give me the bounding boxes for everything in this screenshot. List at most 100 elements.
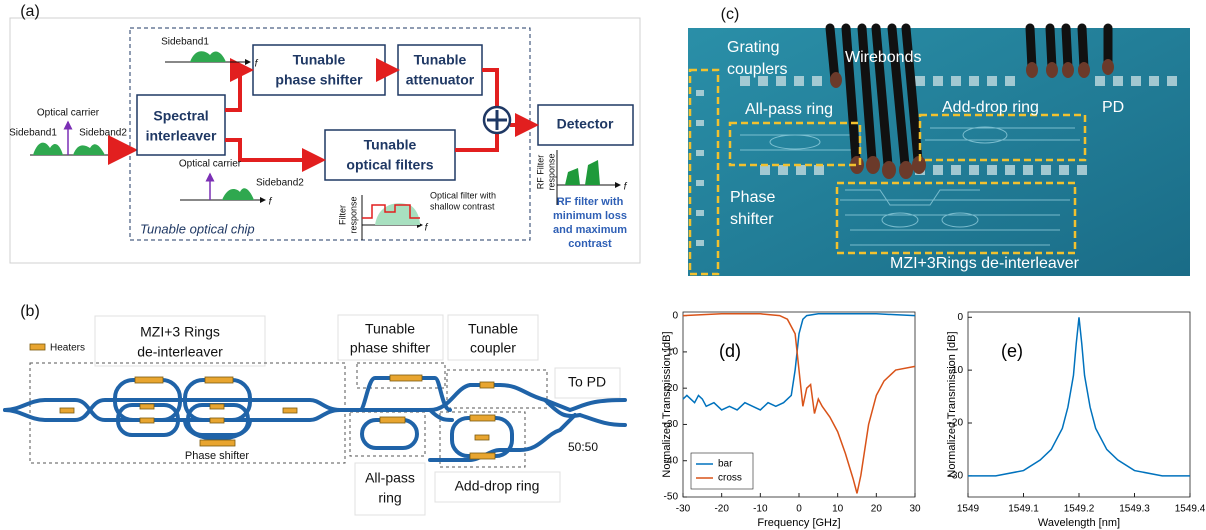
label: PD xyxy=(1102,99,1124,116)
panel-b-g-path xyxy=(183,418,252,441)
panel-c-photo-g-path xyxy=(857,23,877,165)
panel-a xyxy=(9,17,641,264)
legend-label: bar xyxy=(718,459,733,470)
x-tick-label: 30 xyxy=(909,504,921,515)
x-tick-label: 1549 xyxy=(957,504,980,515)
panel-c-photo-g-rect xyxy=(918,113,1087,162)
block-label: Detector xyxy=(557,116,614,132)
label: All-pass ring xyxy=(745,101,833,118)
x-tick-label: -10 xyxy=(753,504,768,515)
panel-c-photo-g-path xyxy=(825,23,840,85)
block-label: attenuator xyxy=(406,72,475,88)
panel-c-photo-g-rect xyxy=(776,76,786,86)
panel-b-g-path xyxy=(428,408,454,422)
panel-b-g-rect xyxy=(439,411,526,468)
panel-c-photo-g xyxy=(830,59,1114,179)
panel-c-photo-g-ellipse xyxy=(882,161,896,179)
x-tick-label: -30 xyxy=(676,504,691,515)
axis-label: f xyxy=(624,182,628,193)
panel-b-g-rect xyxy=(434,471,561,503)
panel-c-photo-g-ellipse xyxy=(1026,62,1038,78)
y-tick-label: -10 xyxy=(949,365,964,376)
panel-b-g-rect xyxy=(479,381,495,389)
block-label: phase shifter xyxy=(275,72,363,88)
panel-c-photo-g-rect xyxy=(812,76,822,86)
y-tick-label: -10 xyxy=(664,347,679,358)
panel-c-photo-g-rect xyxy=(814,165,824,175)
panel-b xyxy=(3,314,627,516)
panel-c-photo-g-path xyxy=(901,23,923,165)
panel-c-photo-g xyxy=(688,68,1087,276)
x-tick-label: 10 xyxy=(832,504,844,515)
label: Tunable optical chip xyxy=(140,221,255,236)
panel-c-photo-g-rect xyxy=(915,76,925,86)
x-tick-label: -20 xyxy=(714,504,729,515)
panel-b-g-rect xyxy=(139,403,155,410)
panel-b-g-rect xyxy=(94,315,266,367)
y-axis-label: Normalized Transmission [dB] xyxy=(661,331,673,477)
panel-c-photo-g-rect xyxy=(760,165,770,175)
panel-c-photo-g-ellipse xyxy=(1046,62,1058,78)
x-axis-label: Frequency [GHz] xyxy=(757,517,840,529)
panel-label: (b) xyxy=(20,303,40,320)
x-tick-label: 0 xyxy=(796,504,802,515)
panel-b-g-path xyxy=(3,376,452,422)
box-label: Add-drop ring xyxy=(455,478,540,494)
box-label: To PD xyxy=(568,374,606,390)
y-tick-label: -40 xyxy=(664,455,679,466)
label: Optical carrier xyxy=(37,108,100,119)
panel-c-photo-g-rect xyxy=(1059,165,1069,175)
panel-c-photo-g-ellipse xyxy=(962,126,1008,144)
panel-b-g-rect xyxy=(356,362,446,389)
panel-b-g-rect xyxy=(360,418,419,450)
box-label: ring xyxy=(378,490,401,506)
panel-b-g-rect xyxy=(204,376,234,384)
panel-label: (a) xyxy=(20,3,40,20)
panel-b-g xyxy=(94,314,621,516)
chart: 1549 1549.1 1549.2 1549.3 1549.4 -30 -20 -10 0 Wa… xyxy=(946,311,1206,529)
panel-c-photo-g-rect xyxy=(1041,165,1051,175)
x-axis-label: Wavelength [nm] xyxy=(1038,517,1120,529)
panel-label: (c) xyxy=(721,6,740,23)
label: couplers xyxy=(727,61,787,78)
panel-c-photo-g-rect xyxy=(951,76,961,86)
data-line xyxy=(968,317,1190,477)
label: minimum loss xyxy=(553,210,627,222)
label: Filter xyxy=(337,205,347,225)
label: 50:50 xyxy=(568,440,598,454)
panel-c-photo-g-rect xyxy=(933,76,943,86)
panel-c-photo-g-rect xyxy=(969,165,979,175)
y-tick-label: -20 xyxy=(949,418,964,429)
annotation: (e) xyxy=(1001,341,1023,361)
panel-c-photo-g-rect xyxy=(696,120,704,126)
panel-a-rect xyxy=(397,44,483,96)
label: Optical carrier xyxy=(179,159,242,170)
panel-b-g xyxy=(29,362,548,468)
panel-a-rect xyxy=(136,94,226,156)
panel-c-photo-g-rect xyxy=(1149,76,1159,86)
panel-a-path xyxy=(487,110,507,130)
box-label: Tunable xyxy=(468,321,518,337)
panel-b-g-rect xyxy=(474,434,490,441)
panel-c-photo-g-rect xyxy=(987,76,997,86)
panel-c-photo-g-ellipse xyxy=(1078,62,1090,78)
label: shallow contrast xyxy=(430,201,495,211)
panel-b-g-path xyxy=(338,383,627,413)
label: Optical filter with xyxy=(430,190,496,200)
y-tick-label: -30 xyxy=(664,419,679,430)
block-label: Spectral xyxy=(153,108,208,124)
panel-c-photo-g-rect xyxy=(758,76,768,86)
panel-c-photo-g-rect xyxy=(696,180,704,186)
panel-b-g-rect xyxy=(139,417,155,424)
box-label: Tunable xyxy=(365,321,415,337)
box-label: de-interleaver xyxy=(137,344,223,360)
label: Sideband1 xyxy=(161,37,209,48)
data-line xyxy=(682,313,916,494)
label: Phase shifter xyxy=(185,450,250,462)
panel-c-photo-g-path xyxy=(887,23,910,170)
panel-c-photo-g-rect xyxy=(1131,76,1141,86)
panel-b-g-rect xyxy=(389,374,423,382)
panel-c-photo-g-ellipse xyxy=(941,212,979,228)
panel-c-photo-g-ellipse xyxy=(881,212,919,228)
